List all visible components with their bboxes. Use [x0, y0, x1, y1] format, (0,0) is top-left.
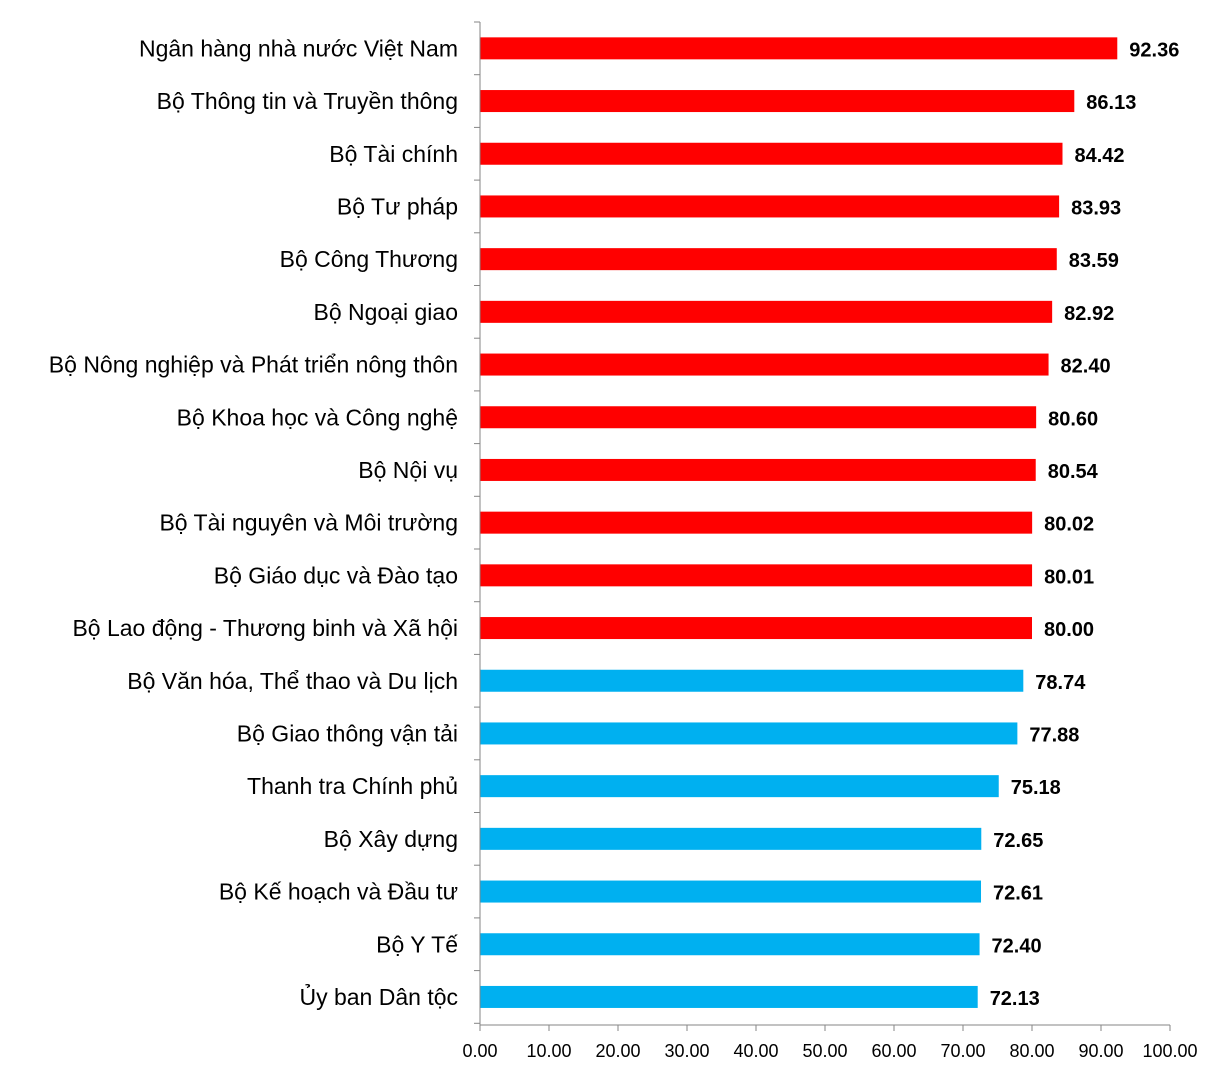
bar: [480, 248, 1057, 271]
data-label: 72.40: [992, 935, 1042, 957]
value-labels: 92.36 86.13 84.42 83.93 83.59 82.92 82.40 80.60…: [990, 39, 1180, 1010]
category-label: Bộ Thông tin và Truyền thông: [157, 88, 458, 114]
category-label: Bộ Tài nguyên và Môi trường: [159, 510, 458, 536]
category-label: Bộ Y Tế: [376, 931, 458, 957]
category-label: Bộ Nông nghiệp và Phát triển nông thôn: [49, 352, 458, 378]
data-label: 84.42: [1074, 145, 1124, 167]
category-label: Bộ Tài chính: [329, 141, 458, 167]
data-label: 78.74: [1035, 672, 1086, 694]
data-label: 86.13: [1086, 92, 1136, 114]
category-label: Bộ Tư pháp: [337, 193, 458, 219]
bar: [480, 933, 980, 956]
data-label: 77.88: [1029, 724, 1079, 746]
category-label: Bộ Lao động - Thương binh và Xã hội: [72, 615, 458, 641]
data-label: 80.00: [1044, 619, 1094, 641]
bar: [480, 985, 978, 1008]
data-label: 72.65: [993, 830, 1043, 852]
bar: [480, 90, 1075, 113]
data-label: 80.60: [1048, 408, 1098, 430]
x-axis-ticks: 0.00 10.00 20.00 30.00 40.00 50.00 60.00 70.00 8…: [462, 1025, 1198, 1061]
x-tick-label: 50.00: [802, 1041, 847, 1061]
x-tick-label: 40.00: [733, 1041, 778, 1061]
data-label: 92.36: [1129, 39, 1179, 61]
bar: [480, 722, 1018, 745]
bar: [480, 669, 1024, 692]
data-label: 80.02: [1044, 514, 1094, 536]
x-tick-label: 10.00: [526, 1041, 571, 1061]
category-label: Bộ Khoa học và Công nghệ: [177, 404, 458, 430]
data-label: 82.40: [1061, 356, 1111, 378]
x-tick-label: 20.00: [595, 1041, 640, 1061]
data-label: 80.01: [1044, 566, 1094, 588]
category-label: Ngân hàng nhà nước Việt Nam: [139, 35, 458, 61]
category-label: Bộ Văn hóa, Thể thao và Du lịch: [127, 668, 458, 694]
bar: [480, 880, 982, 903]
x-tick-label: 0.00: [462, 1041, 497, 1061]
x-tick-label: 90.00: [1078, 1041, 1123, 1061]
x-tick-label: 70.00: [940, 1041, 985, 1061]
bar: [480, 827, 982, 850]
category-label: Bộ Giáo dục và Đào tạo: [214, 562, 458, 588]
bar: [480, 195, 1060, 218]
category-label: Bộ Công Thương: [280, 246, 458, 272]
category-label: Thanh tra Chính phủ: [247, 773, 458, 799]
data-label: 72.13: [990, 988, 1040, 1010]
category-label: Ủy ban Dân tộc: [299, 982, 458, 1010]
category-labels: Ngân hàng nhà nước Việt Nam Bộ Thông tin …: [49, 35, 458, 1010]
bar: [480, 406, 1037, 429]
bar: [480, 511, 1033, 534]
data-label: 82.92: [1064, 303, 1114, 325]
category-label: Bộ Kế hoạch và Đầu tư: [219, 879, 458, 905]
x-tick-label: 30.00: [664, 1041, 709, 1061]
bar: [480, 775, 999, 798]
data-label: 80.54: [1048, 461, 1099, 483]
x-tick-label: 60.00: [871, 1041, 916, 1061]
data-label: 83.93: [1071, 197, 1121, 219]
bar: [480, 300, 1053, 323]
category-label: Bộ Giao thông vận tải: [237, 720, 458, 746]
bar: [480, 353, 1049, 376]
bar: [480, 458, 1036, 481]
bar: [480, 564, 1033, 587]
category-label: Bộ Nội vụ: [358, 457, 458, 483]
category-label: Bộ Xây dựng: [324, 826, 458, 852]
data-label: 75.18: [1011, 777, 1061, 799]
x-tick-label: 100.00: [1142, 1041, 1197, 1061]
data-label: 83.59: [1069, 250, 1119, 272]
category-label: Bộ Ngoại giao: [314, 299, 459, 325]
bar: [480, 37, 1118, 60]
bar: [480, 617, 1032, 640]
bar: [480, 142, 1063, 165]
x-tick-label: 80.00: [1009, 1041, 1054, 1061]
data-label: 72.61: [993, 883, 1043, 905]
bars-group: [480, 37, 1118, 1008]
